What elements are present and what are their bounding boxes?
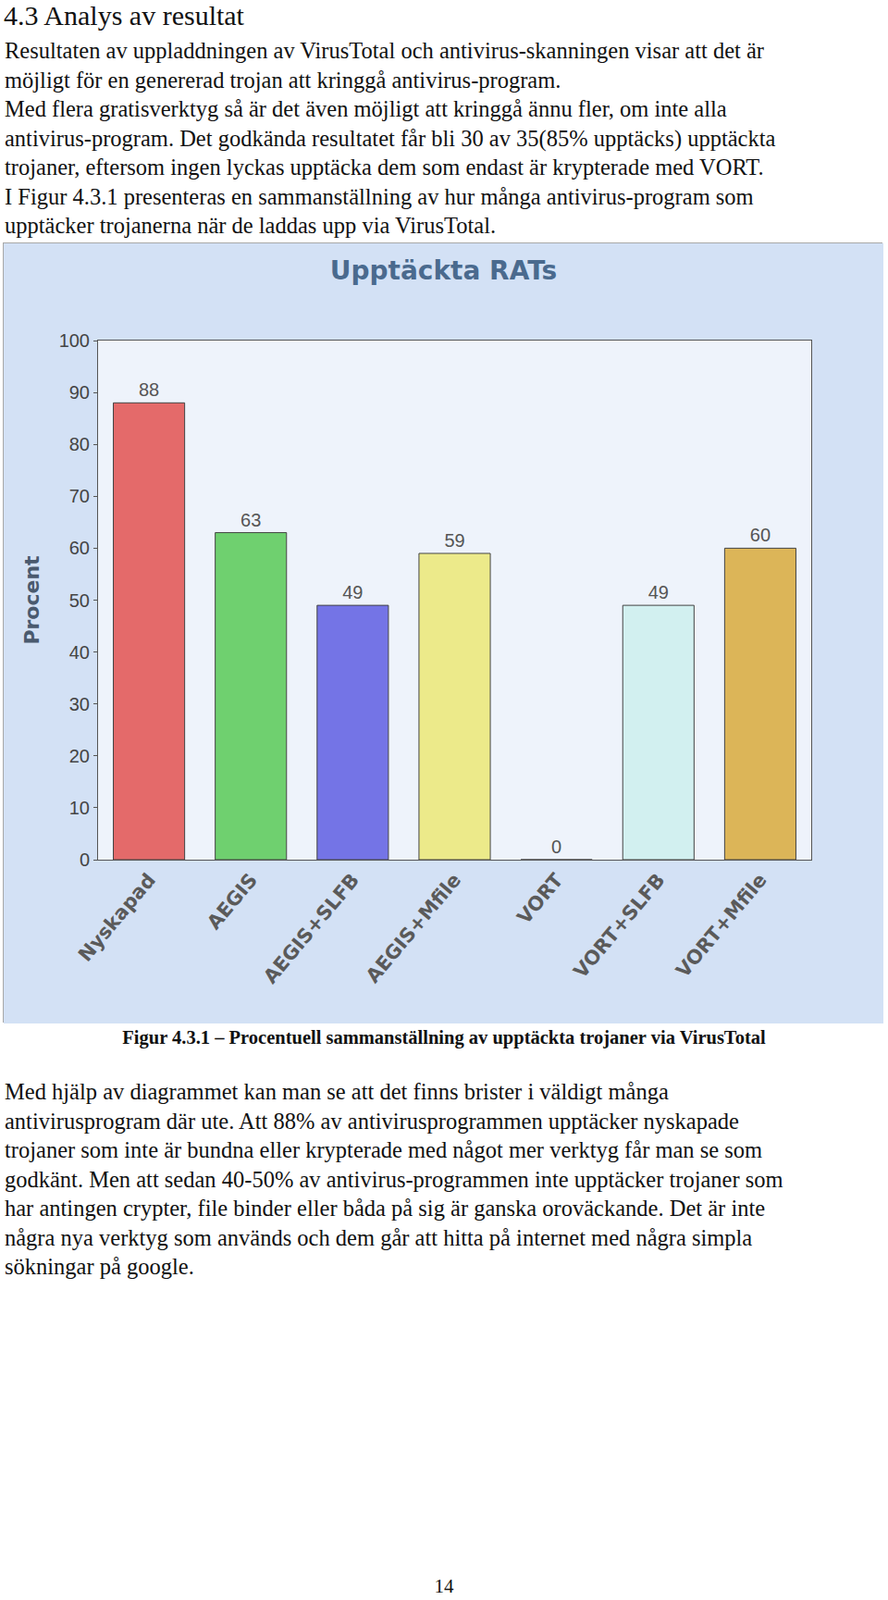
svg-text:10: 10: [69, 797, 90, 818]
svg-text:100: 100: [59, 330, 90, 351]
html-text:sökningar på google.: sökningar på google.: [4, 1253, 195, 1279]
svg-text:Upptäckta RATs: Upptäckta RATs: [330, 255, 557, 286]
svg-text:60: 60: [69, 537, 90, 558]
svg-text:90: 90: [69, 382, 90, 403]
svg-text:VORT+Mfile: VORT+Mfile: [671, 868, 772, 982]
html-text:antivirusprogram där ute. Att: antivirusprogram där ute. Att 88% av ant…: [4, 1107, 740, 1133]
html-text:har antingen crypter, file bin: har antingen crypter, file binder eller …: [4, 1195, 766, 1221]
html-text:upptäcker trojanerna när de la: upptäcker trojanerna när de laddas upp v…: [4, 212, 496, 238]
html-text:trojaner som inte är bundna el: trojaner som inte är bundna eller krypte…: [4, 1136, 763, 1162]
html-text:4.3 Analys av resultat: 4.3 Analys av resultat: [3, 0, 245, 31]
svg-text:63: 63: [240, 509, 261, 531]
html-text:möjligt för en genererad troja: möjligt för en genererad trojan att krin…: [4, 67, 561, 93]
html-text:godkänt. Men att sedan 40-50%: godkänt. Men att sedan 40-50% av antivir…: [4, 1165, 784, 1191]
html-text:några nya verktyg som används: några nya verktyg som används och dem gå…: [4, 1224, 753, 1250]
svg-text:70: 70: [69, 485, 90, 506]
svg-text:60: 60: [750, 524, 771, 545]
html-text:14: 14: [434, 1574, 454, 1597]
svg-text:0: 0: [551, 836, 562, 857]
svg-text:20: 20: [69, 745, 90, 766]
svg-text:50: 50: [69, 590, 90, 611]
svg-text:80: 80: [69, 433, 90, 455]
html-text:Figur 4.3.1 – Procentuell samm: Figur 4.3.1 – Procentuell sammanställnin…: [122, 1026, 766, 1048]
svg-text:59: 59: [444, 530, 465, 551]
svg-text:AEGIS: AEGIS: [202, 868, 262, 934]
html-text:Med hjälp av diagrammet kan ma: Med hjälp av diagrammet kan man se att d…: [4, 1078, 669, 1104]
svg-text:0: 0: [79, 849, 90, 870]
svg-text:AEGIS+Mfile: AEGIS+Mfile: [361, 868, 466, 987]
svg-text:VORT: VORT: [512, 868, 568, 928]
html-text:trojaner, eftersom ingen lycka: trojaner, eftersom ingen lyckas upptäcka…: [4, 154, 764, 180]
svg-text:40: 40: [69, 641, 90, 663]
svg-text:VORT+SLFB: VORT+SLFB: [568, 868, 669, 982]
svg-text:49: 49: [648, 581, 669, 603]
svg-text:Nyskapad: Nyskapad: [74, 868, 161, 965]
svg-text:AEGIS+SLFB: AEGIS+SLFB: [259, 868, 364, 987]
html-text:Resultaten av uppladdningen av: Resultaten av uppladdningen av VirusTota…: [4, 37, 765, 63]
html-text:I Figur 4.3.1 presenteras en s: I Figur 4.3.1 presenteras en sammanställ…: [4, 183, 754, 209]
svg-text:Procent: Procent: [20, 555, 44, 645]
html-text:Med flera gratisverktyg så är: Med flera gratisverktyg så är det även m…: [4, 96, 727, 122]
svg-text:49: 49: [342, 581, 363, 603]
html-text:antivirus-program. Det godkänd: antivirus-program. Det godkända resultat…: [4, 125, 776, 151]
svg-text:88: 88: [138, 379, 160, 400]
svg-text:30: 30: [69, 693, 90, 715]
